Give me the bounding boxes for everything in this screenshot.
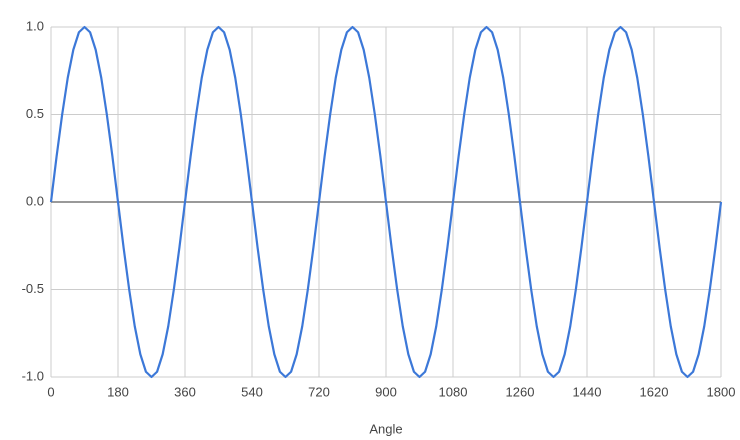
y-tick-label: -1.0	[22, 368, 44, 383]
line	[49, 25, 723, 379]
x-tick-label: 540	[241, 384, 263, 399]
y-tick-label: 1.0	[26, 18, 44, 33]
x-tick-label: 1080	[439, 384, 468, 399]
x-tick-label: 1440	[573, 384, 602, 399]
x-tick-label: 1800	[707, 384, 736, 399]
x-tick-label: 360	[174, 384, 196, 399]
x-tick-label: 1620	[640, 384, 669, 399]
x-axis-label: Angle	[369, 421, 402, 436]
y-tick-label: 0.0	[26, 193, 44, 208]
x-tick-label: 1260	[506, 384, 535, 399]
x-tick-label: 720	[308, 384, 330, 399]
x-tick-label: 0	[47, 384, 54, 399]
x-tick-label: 180	[107, 384, 129, 399]
y-tick-label: 0.5	[26, 106, 44, 121]
y-tick-label: -0.5	[22, 281, 44, 296]
x-tick-label: 900	[375, 384, 397, 399]
